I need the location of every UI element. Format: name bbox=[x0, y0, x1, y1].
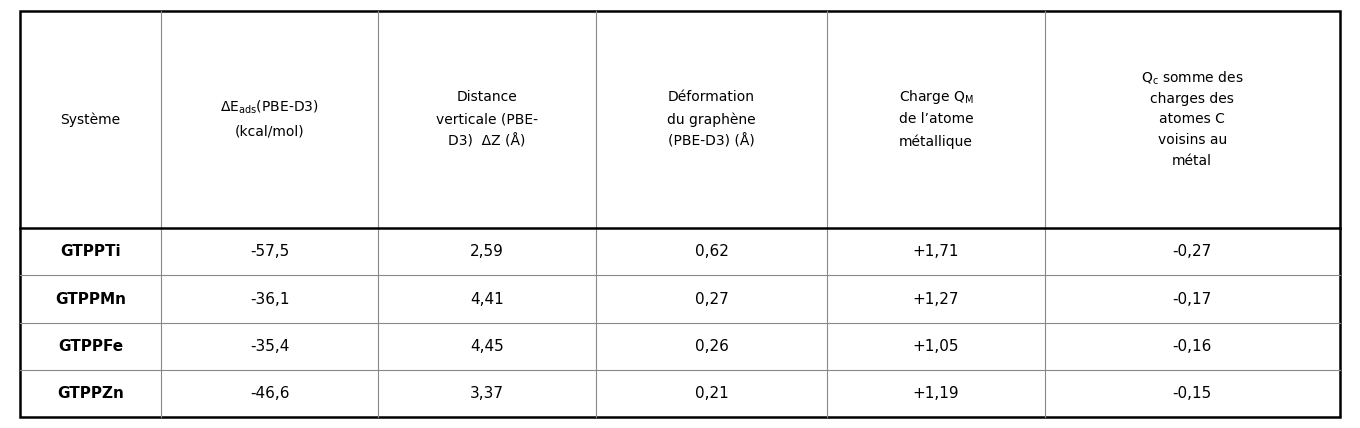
Text: GTPPMn: GTPPMn bbox=[54, 291, 126, 306]
Text: 0,21: 0,21 bbox=[695, 386, 729, 401]
Text: du graphène: du graphène bbox=[668, 112, 756, 127]
Text: $\Delta$E$_{\mathregular{ads}}$(PBE-D3): $\Delta$E$_{\mathregular{ads}}$(PBE-D3) bbox=[220, 99, 318, 116]
Text: 0,26: 0,26 bbox=[695, 339, 729, 354]
Text: -0,15: -0,15 bbox=[1172, 386, 1212, 401]
Text: 2,59: 2,59 bbox=[471, 244, 505, 259]
Text: GTPPTi: GTPPTi bbox=[60, 244, 121, 259]
Text: Déformation: Déformation bbox=[668, 90, 755, 104]
Text: métallique: métallique bbox=[899, 134, 972, 149]
Text: (kcal/mol): (kcal/mol) bbox=[235, 124, 305, 138]
Text: 4,41: 4,41 bbox=[471, 291, 505, 306]
Text: GTPPZn: GTPPZn bbox=[57, 386, 124, 401]
Text: D3)  ΔZ (Å): D3) ΔZ (Å) bbox=[449, 134, 526, 149]
Text: métal: métal bbox=[1172, 154, 1212, 167]
Text: -57,5: -57,5 bbox=[250, 244, 290, 259]
Text: (PBE-D3) (Å): (PBE-D3) (Å) bbox=[668, 134, 755, 149]
Text: -35,4: -35,4 bbox=[250, 339, 290, 354]
Text: -46,6: -46,6 bbox=[250, 386, 290, 401]
Text: 0,27: 0,27 bbox=[695, 291, 729, 306]
Text: atomes C: atomes C bbox=[1159, 113, 1225, 126]
Text: charges des: charges des bbox=[1151, 92, 1234, 106]
Text: 3,37: 3,37 bbox=[471, 386, 505, 401]
Text: Système: Système bbox=[60, 112, 121, 127]
Text: +1,27: +1,27 bbox=[913, 291, 959, 306]
Text: de l’atome: de l’atome bbox=[899, 113, 974, 126]
Text: 4,45: 4,45 bbox=[471, 339, 505, 354]
Text: +1,05: +1,05 bbox=[913, 339, 959, 354]
Text: Distance: Distance bbox=[457, 90, 517, 104]
Text: +1,71: +1,71 bbox=[913, 244, 959, 259]
Text: verticale (PBE-: verticale (PBE- bbox=[437, 113, 539, 126]
Text: -0,16: -0,16 bbox=[1172, 339, 1212, 354]
Text: -0,17: -0,17 bbox=[1172, 291, 1212, 306]
Text: 0,62: 0,62 bbox=[695, 244, 729, 259]
Text: Q$_{\mathregular{c}}$ somme des: Q$_{\mathregular{c}}$ somme des bbox=[1141, 70, 1243, 87]
Text: -36,1: -36,1 bbox=[250, 291, 290, 306]
Text: GTPPFe: GTPPFe bbox=[58, 339, 124, 354]
Text: Charge Q$_{\mathregular{M}}$: Charge Q$_{\mathregular{M}}$ bbox=[899, 88, 974, 106]
Text: voisins au: voisins au bbox=[1157, 133, 1227, 147]
Text: -0,27: -0,27 bbox=[1172, 244, 1212, 259]
Text: +1,19: +1,19 bbox=[913, 386, 959, 401]
